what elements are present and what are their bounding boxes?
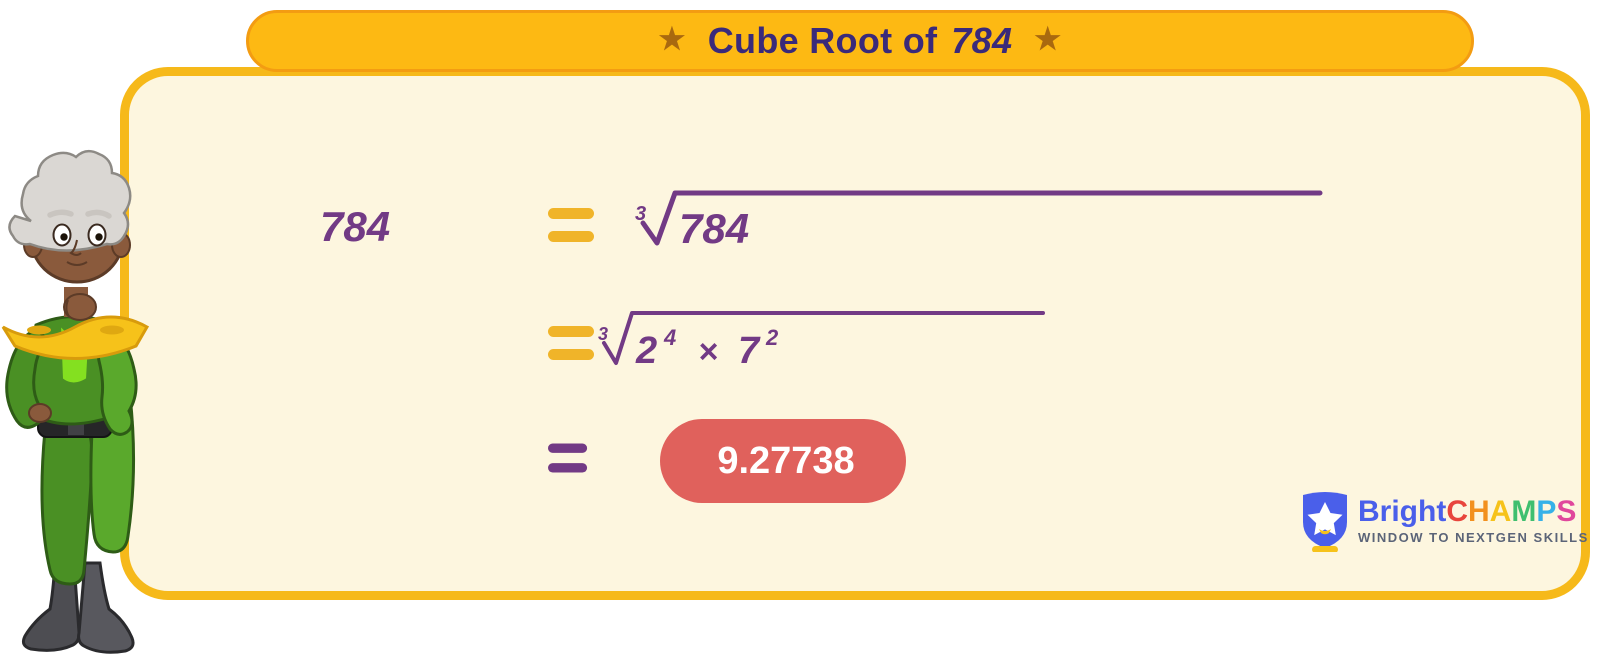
- svg-text:×: ×: [698, 333, 718, 371]
- svg-text:3: 3: [598, 324, 608, 344]
- svg-text:7: 7: [738, 330, 761, 372]
- svg-text:2: 2: [635, 330, 657, 372]
- svg-text:2: 2: [765, 325, 779, 350]
- svg-text:4: 4: [663, 325, 676, 350]
- svg-text:784: 784: [679, 205, 749, 252]
